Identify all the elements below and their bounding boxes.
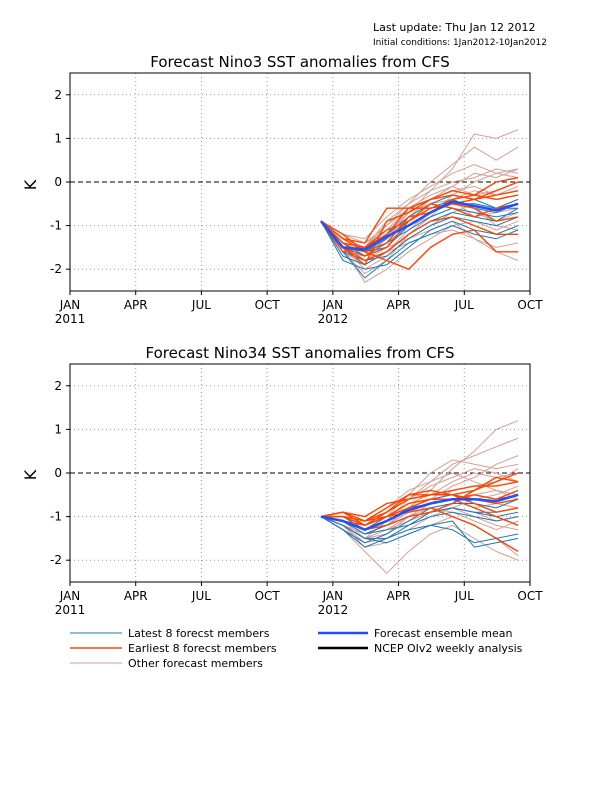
nino34-latest-member-line bbox=[320, 516, 519, 548]
nino34-x-tick-label: APR bbox=[124, 589, 148, 603]
nino3-panel: Forecast Nino3 SST anomalies from CFS K … bbox=[21, 53, 543, 326]
nino34-panel-title: Forecast Nino34 SST anomalies from CFS bbox=[145, 344, 454, 362]
legend-label-analysis: NCEP OIv2 weekly analysis bbox=[374, 642, 523, 655]
nino34-x-tick-label: JAN bbox=[322, 589, 344, 603]
nino3-x-tick-label: OCT bbox=[255, 298, 281, 312]
nino3-other-member-line bbox=[320, 181, 519, 244]
nino3-earliest-member-line bbox=[320, 216, 519, 262]
nino3-x-tick-label: APR bbox=[124, 298, 148, 312]
nino34-ensemble-mean-line bbox=[320, 493, 519, 531]
nino34-x-tick-label: OCT bbox=[255, 589, 281, 603]
nino3-x-tick-label: JUL bbox=[191, 298, 211, 312]
legend-label-earliest: Earliest 8 forecst members bbox=[128, 642, 277, 655]
legend-label-latest: Latest 8 forecst members bbox=[128, 627, 270, 640]
nino34-x-tick-label: JAN bbox=[59, 589, 81, 603]
initial-conditions-text: Initial conditions: 1Jan2012-10Jan2012 bbox=[373, 38, 547, 48]
nino3-earliest-member-line bbox=[320, 220, 519, 270]
nino34-earliest-member-line bbox=[320, 507, 519, 553]
nino3-other-member-line bbox=[320, 129, 519, 253]
nino3-x-tick-label: JAN bbox=[59, 298, 81, 312]
nino34-earliest-member-line bbox=[321, 481, 519, 522]
nino3-y-tick-label: -1 bbox=[50, 219, 62, 233]
legend: Latest 8 forecst members Earliest 8 fore… bbox=[70, 627, 523, 670]
nino3-earliest-member-line bbox=[320, 203, 519, 249]
nino3-y-tick-label: 1 bbox=[54, 131, 62, 145]
nino34-panel: Forecast Nino34 SST anomalies from CFS K… bbox=[21, 344, 543, 617]
nino3-latest-member-line bbox=[320, 220, 519, 279]
nino3-panel-title: Forecast Nino3 SST anomalies from CFS bbox=[150, 53, 449, 71]
nino3-earliest-member-line bbox=[320, 181, 519, 244]
nino34-y-tick-label: -1 bbox=[50, 510, 62, 524]
nino3-x-tick-label: JAN bbox=[322, 298, 344, 312]
nino34-x-tick-label: JUL bbox=[191, 589, 211, 603]
nino3-x-tick-label: OCT bbox=[517, 298, 543, 312]
nino3-ensemble-mean-line bbox=[320, 200, 519, 251]
nino3-other-member-line bbox=[320, 172, 519, 275]
nino3-x-tick-label: APR bbox=[387, 298, 411, 312]
nino34-x-tick-label: OCT bbox=[517, 589, 543, 603]
nino34-x-tick-label: JUL bbox=[454, 589, 474, 603]
nino3-y-tick-label: 0 bbox=[54, 175, 62, 189]
nino3-y-axis-label: K bbox=[21, 179, 40, 190]
nino34-y-axis-label: K bbox=[21, 469, 40, 480]
nino3-other-member-line bbox=[320, 164, 519, 240]
nino3-x-tick-year-label: 2011 bbox=[55, 312, 86, 326]
last-update-text: Last update: Thu Jan 12 2012 bbox=[373, 21, 535, 34]
nino34-x-tick-year-label: 2011 bbox=[55, 603, 86, 617]
nino34-x-tick-label: APR bbox=[387, 589, 411, 603]
nino3-x-tick-year-label: 2012 bbox=[318, 312, 349, 326]
nino3-y-tick-label: -2 bbox=[50, 262, 62, 276]
nino34-x-tick-year-label: 2012 bbox=[318, 603, 349, 617]
nino34-y-tick-label: 0 bbox=[54, 466, 62, 480]
nino34-y-tick-label: 2 bbox=[54, 379, 62, 393]
nino3-y-tick-label: 2 bbox=[54, 88, 62, 102]
nino34-latest-member-line bbox=[320, 511, 519, 535]
nino3-x-tick-label: JUL bbox=[454, 298, 474, 312]
legend-label-mean: Forecast ensemble mean bbox=[374, 627, 513, 640]
nino34-y-tick-label: 1 bbox=[54, 422, 62, 436]
nino34-y-tick-label: -2 bbox=[50, 553, 62, 567]
legend-label-other: Other forecast members bbox=[128, 657, 263, 670]
nino34-earliest-member-line bbox=[320, 489, 519, 526]
